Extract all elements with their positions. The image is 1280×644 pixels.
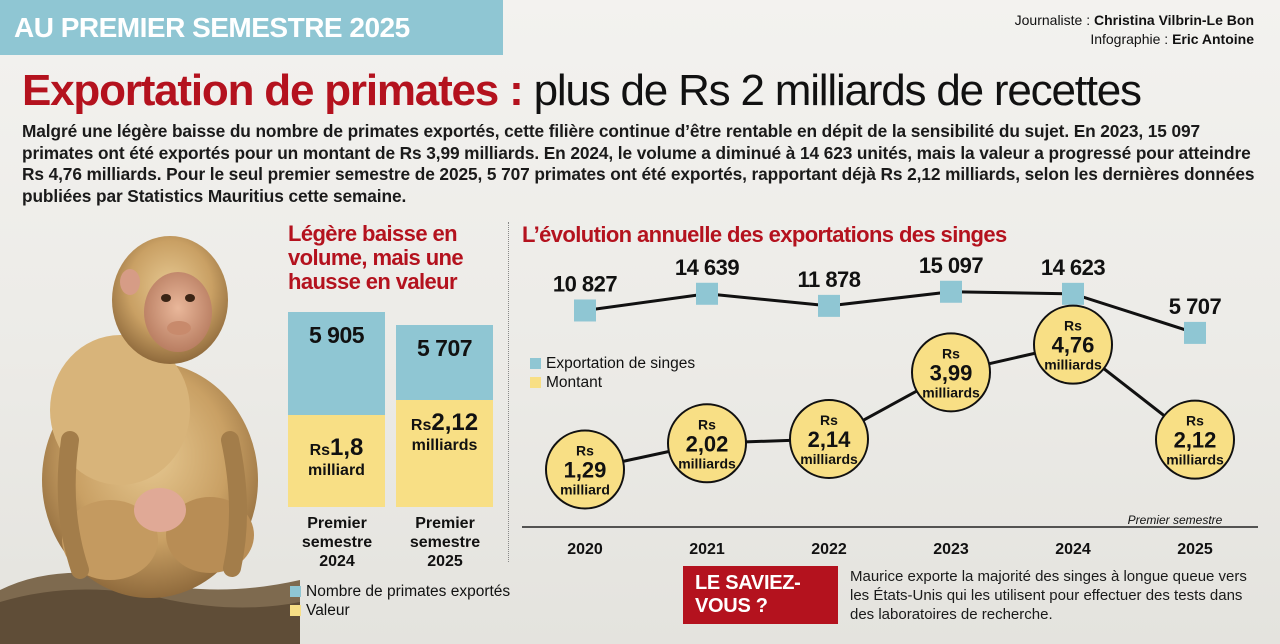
amount-marker-2024: [1033, 304, 1113, 385]
bar-2025-volume: [396, 325, 493, 400]
headline-rest: plus de Rs 2 milliards de recettes: [533, 66, 1142, 115]
column-divider: [508, 222, 509, 562]
headline-highlight: Exportation de primates :: [22, 66, 524, 115]
did-you-know-box: LE SAVIEZ-VOUS ?: [683, 566, 838, 624]
bar-2024-amount: 1,8: [330, 434, 364, 461]
journalist-label: Journaliste :: [1014, 12, 1091, 28]
amount-value-2021: 2,02: [686, 431, 729, 456]
bar-2025-value-label: Rs2,12 milliards: [396, 411, 493, 456]
journalist-name: Christina Vilbrin-Le Bon: [1094, 12, 1254, 28]
section-banner: AU PREMIER SEMESTRE 2025: [0, 0, 503, 55]
amount-value-2023: 3,99: [930, 360, 973, 385]
exports-label-2023: 15 097: [919, 253, 984, 278]
legend-label-amount: Montant: [546, 374, 603, 391]
amount-value-2025: 2,12: [1174, 428, 1217, 453]
bar-2024-volume: [288, 312, 385, 415]
amount-unit-2020: milliard: [560, 482, 610, 498]
bar-2024-volume-label: 5 905: [308, 322, 365, 348]
bar-legend: Nombre de primates exportés Valeur: [290, 582, 510, 620]
amount-marker-2025: [1155, 399, 1235, 480]
amount-unit-2024: milliards: [1044, 357, 1102, 373]
legend-swatch-volume: [290, 586, 301, 597]
bar-chart-title: Légère baisse en volume, mais une hausse…: [288, 221, 464, 294]
did-you-know-text: Maurice exporte la majorité des singes à…: [850, 568, 1247, 623]
x-note-premier-semestre: Premier semestre: [1128, 513, 1223, 527]
amount-rs-2022: Rs: [820, 412, 838, 428]
exports-label-2021: 14 639: [675, 255, 740, 280]
exports-label-2022: 11 878: [797, 267, 860, 292]
bar-2024-value-label: Rs1,8 milliard: [288, 436, 385, 481]
legend-swatch-exports: [530, 358, 541, 369]
exports-label-2020: 10 827: [553, 271, 618, 296]
macaque-illustration: [0, 236, 300, 644]
infographics-name: Eric Antoine: [1172, 31, 1254, 47]
bar-2025-rs: Rs: [410, 417, 432, 434]
exports-marker-2020: [574, 299, 596, 322]
amount-marker-2023: [911, 332, 991, 413]
bar-2024-value: [288, 415, 385, 507]
amount-value-2022: 2,14: [808, 427, 852, 452]
bar-2024-unit: milliard: [308, 462, 365, 479]
amount-unit-2022: milliards: [800, 451, 858, 467]
x-tick-2021: 2021: [689, 541, 725, 558]
exports-marker-2022: [818, 294, 840, 317]
amount-rs-2021: Rs: [698, 416, 716, 432]
exports-label-2024: 14 623: [1041, 255, 1106, 280]
amount-value-2020: 1,29: [564, 458, 607, 483]
amount-rs-2024: Rs: [1064, 318, 1082, 334]
exports-marker-2025: [1184, 321, 1206, 344]
amount-marker-2022: [789, 398, 869, 479]
bar-2025-value: [396, 400, 493, 507]
amount-unit-2025: milliards: [1166, 452, 1224, 468]
legend-label-value: Valeur: [306, 602, 350, 619]
x-tick-2024: 2024: [1055, 541, 1091, 558]
infographics-label: Infographie :: [1090, 31, 1169, 47]
intro-paragraph: Malgré une légère baisse du nombre de pr…: [22, 121, 1255, 206]
amount-unit-2023: milliards: [922, 384, 980, 400]
line-chart-title: L’évolution annuelle des exportations de…: [522, 222, 1007, 247]
exports-label-2025: 5 707: [1169, 294, 1222, 319]
legend-label-exports: Exportation de singes: [546, 355, 696, 372]
legend-swatch-value: [290, 605, 301, 616]
x-tick-2022: 2022: [811, 541, 847, 558]
amount-rs-2023: Rs: [942, 345, 960, 361]
headline: Exportation de primates : plus de Rs 2 m…: [22, 66, 1142, 116]
amount-marker-2020: [545, 429, 625, 510]
exports-marker-2023: [940, 280, 962, 303]
bar-2025-amount: 2,12: [431, 409, 479, 436]
amount-value-2024: 4,76: [1052, 333, 1095, 358]
bar-2024-rs: Rs: [309, 442, 331, 459]
x-tick-2023: 2023: [933, 541, 969, 558]
amount-rs-2020: Rs: [576, 443, 594, 459]
amount-unit-2021: milliards: [678, 455, 736, 471]
legend-swatch-amount: [530, 377, 541, 388]
exports-marker-2024: [1062, 282, 1084, 305]
bar-2024: 5 905 Rs1,8 milliard: [288, 312, 385, 507]
amount-rs-2025: Rs: [1186, 413, 1204, 429]
line-legend: Exportation de singes Montant: [530, 354, 695, 392]
amount-marker-2021: [667, 403, 747, 484]
x-tick-2020: 2020: [567, 541, 603, 558]
bar-2025-volume-label: 5 707: [416, 335, 473, 361]
bar-2025: 5 707 Rs2,12 milliards: [396, 325, 493, 507]
exports-series-line: [584, 290, 1196, 335]
bar-2025-unit: milliards: [411, 437, 478, 454]
credits: Journaliste : Christina Vilbrin-Le Bon I…: [1015, 11, 1254, 49]
exports-marker-2021: [696, 282, 718, 305]
legend-label-volume: Nombre de primates exportés: [306, 583, 511, 600]
bar-2024-caption: Premier semestre 2024: [301, 515, 373, 570]
bar-2025-caption: Premier semestre 2025: [409, 515, 481, 570]
x-tick-2025: 2025: [1177, 541, 1213, 558]
